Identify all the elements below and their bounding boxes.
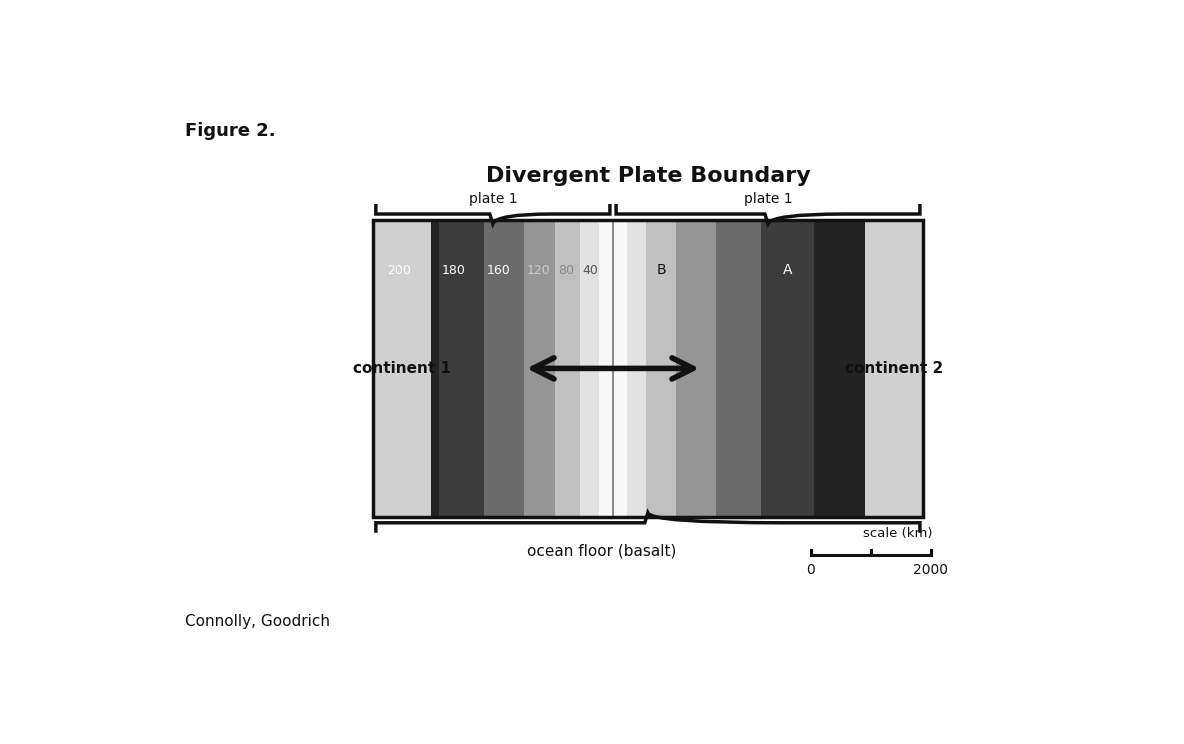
Bar xyxy=(483,220,523,516)
Bar xyxy=(580,220,599,516)
Bar xyxy=(716,220,761,516)
Bar xyxy=(373,220,924,516)
Bar xyxy=(373,220,924,516)
Text: continent 2: continent 2 xyxy=(845,361,944,376)
Bar xyxy=(523,220,555,516)
Text: scale (km): scale (km) xyxy=(863,527,932,540)
Text: 160: 160 xyxy=(487,263,510,277)
Bar xyxy=(385,220,438,516)
Text: Divergent Plate Boundary: Divergent Plate Boundary xyxy=(485,165,810,185)
Text: plate 1: plate 1 xyxy=(469,192,517,205)
Bar xyxy=(813,220,868,516)
Bar xyxy=(438,220,483,516)
Bar xyxy=(555,220,580,516)
Bar xyxy=(628,220,646,516)
Bar xyxy=(599,220,628,516)
Text: plate 1: plate 1 xyxy=(744,192,792,205)
Text: 120: 120 xyxy=(527,263,551,277)
Text: 180: 180 xyxy=(442,263,465,277)
Text: Connolly, Goodrich: Connolly, Goodrich xyxy=(185,615,330,629)
Text: A: A xyxy=(783,263,792,278)
Text: B: B xyxy=(656,263,665,278)
Text: 80: 80 xyxy=(558,263,574,277)
Bar xyxy=(761,220,813,516)
Text: 40: 40 xyxy=(583,263,599,277)
Bar xyxy=(864,220,924,516)
Text: ocean floor (basalt): ocean floor (basalt) xyxy=(527,544,676,559)
Text: 2000: 2000 xyxy=(913,562,948,577)
Text: continent 1: continent 1 xyxy=(353,361,451,376)
Bar xyxy=(676,220,716,516)
Text: 0: 0 xyxy=(806,562,815,577)
Bar xyxy=(373,220,431,516)
Text: Figure 2.: Figure 2. xyxy=(185,121,276,140)
Bar xyxy=(646,220,676,516)
Text: 200: 200 xyxy=(387,263,411,277)
